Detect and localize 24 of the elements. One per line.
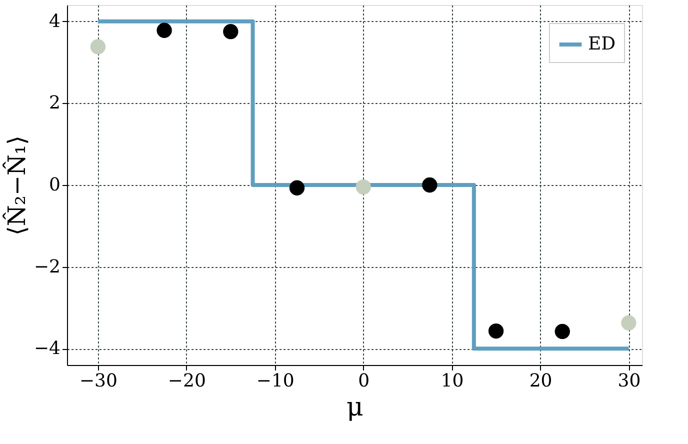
y-tick-label: 4: [49, 10, 60, 32]
x-tick-label: 20: [529, 370, 552, 392]
y-tick-label: 0: [49, 174, 60, 196]
point: [289, 180, 305, 196]
point: [90, 39, 106, 54]
point: [554, 324, 570, 340]
x-tick-label: −10: [256, 370, 294, 392]
point: [621, 315, 636, 330]
legend-label: ED: [588, 34, 616, 54]
x-tick-label: −20: [168, 370, 206, 392]
point: [223, 24, 238, 40]
x-tick-label: 0: [358, 370, 370, 392]
y-axis-title: ⟨N̂₂−N̂₁⟩: [2, 135, 31, 236]
point: [156, 22, 172, 38]
point: [356, 179, 371, 195]
x-tick-label: 10: [440, 370, 464, 392]
x-tick-label: 30: [618, 370, 641, 392]
y-tick-label: −2: [34, 256, 60, 278]
x-tick-label: −30: [79, 370, 118, 392]
point: [488, 323, 504, 339]
y-tick-label: 2: [49, 92, 60, 114]
y-tick-label: −4: [34, 338, 60, 360]
x-axis-title: μ: [346, 392, 364, 422]
point: [422, 177, 438, 193]
